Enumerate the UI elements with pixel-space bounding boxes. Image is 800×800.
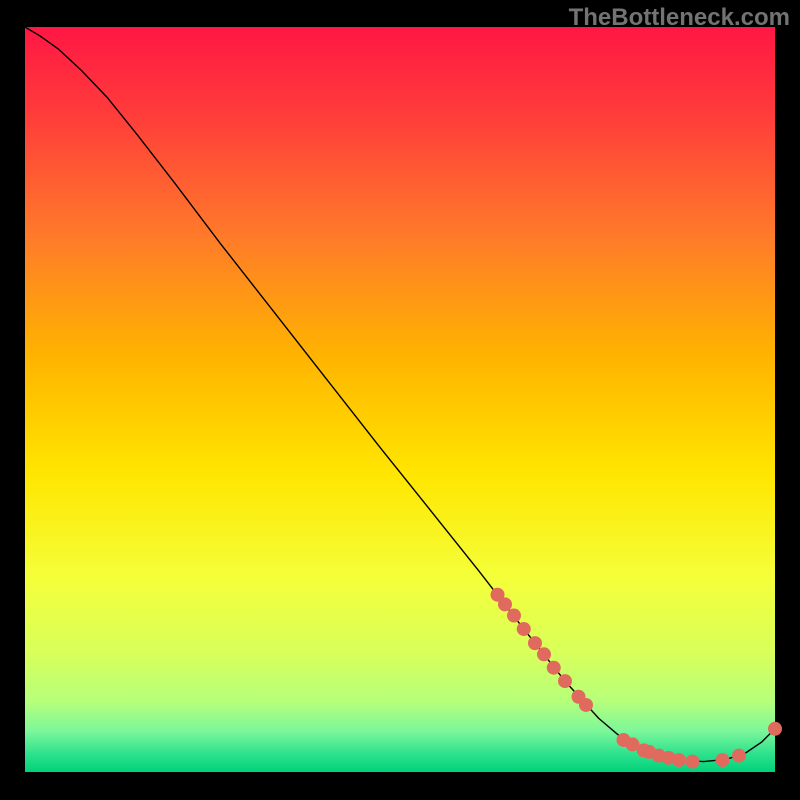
curve-marker [579, 698, 593, 712]
curve-marker [498, 597, 512, 611]
bottleneck-curve-chart [0, 0, 800, 800]
curve-marker [558, 674, 572, 688]
chart-background [25, 27, 775, 772]
curve-marker [768, 722, 782, 736]
curve-marker [537, 647, 551, 661]
curve-marker [732, 749, 746, 763]
curve-marker [672, 753, 686, 767]
curve-marker [507, 609, 521, 623]
curve-marker [686, 755, 700, 769]
curve-marker [547, 661, 561, 675]
curve-marker [528, 636, 542, 650]
curve-marker [716, 753, 730, 767]
curve-marker [517, 622, 531, 636]
watermark-text: TheBottleneck.com [569, 4, 790, 32]
